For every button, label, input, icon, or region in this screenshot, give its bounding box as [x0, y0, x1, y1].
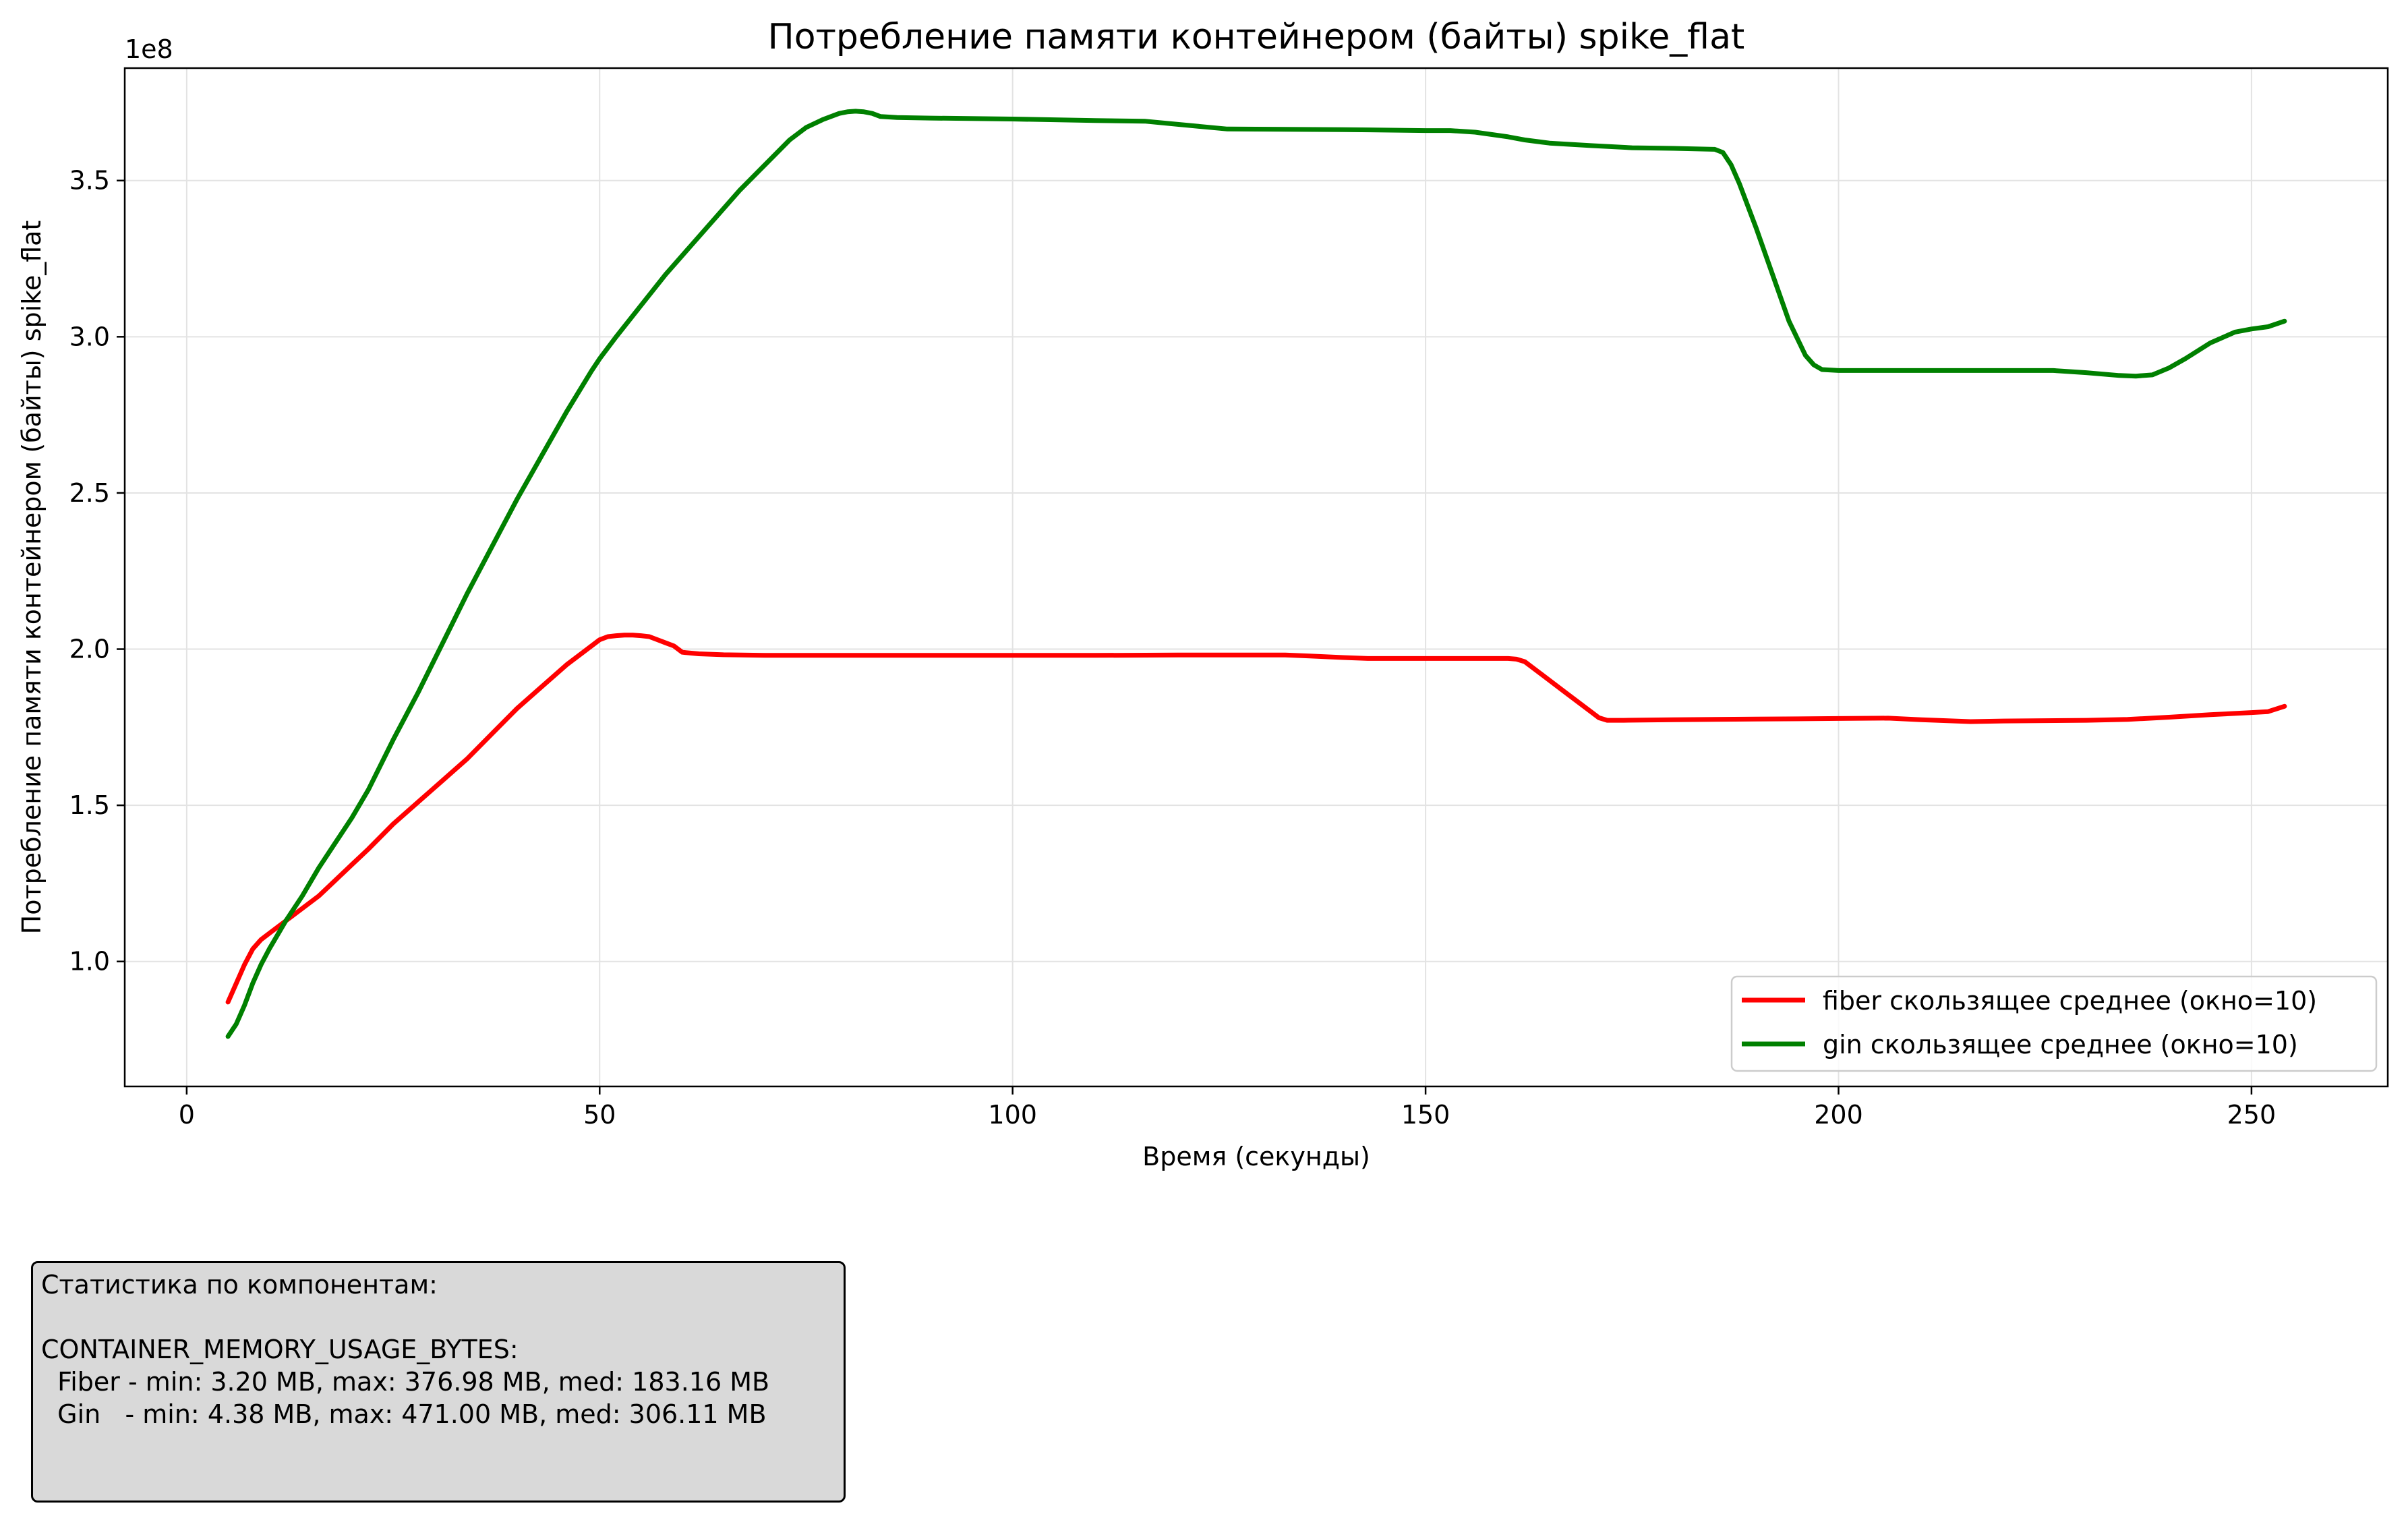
legend-label-fiber: fiber скользящее среднее (окно=10): [1823, 986, 2317, 1016]
y-tick-label: 3.0: [69, 322, 110, 351]
y-tick-label: 2.0: [69, 635, 110, 664]
stats-title: Статистика по компонентам:: [41, 1270, 438, 1300]
y-axis-offset-label: 1e8: [125, 34, 173, 64]
grid-lines: [125, 68, 2388, 1086]
y-tick-label: 3.5: [69, 166, 110, 196]
x-tick-label: 100: [988, 1100, 1037, 1130]
series-line-fiber: [225, 633, 2287, 1005]
stats-gin-line: Gin - min: 4.38 MB, max: 471.00 MB, med:…: [41, 1399, 767, 1429]
stats-fiber-line: Fiber - min: 3.20 MB, max: 376.98 MB, me…: [41, 1367, 770, 1397]
x-axis-label: Время (секунды): [1142, 1142, 1370, 1171]
series-lines: [225, 109, 2287, 1039]
x-tick-label: 150: [1401, 1100, 1450, 1130]
stats-spacer: [41, 1301, 844, 1333]
stats-metric-name: CONTAINER_MEMORY_USAGE_BYTES:: [41, 1335, 519, 1364]
y-tick-label: 1.0: [69, 947, 110, 977]
plot-area-frame: [123, 67, 2389, 1088]
legend: fiber скользящее среднее (окно=10) gin с…: [1730, 975, 2378, 1072]
stats-box: Статистика по компонентам: CONTAINER_MEM…: [31, 1261, 846, 1503]
series-line-gin: [225, 109, 2287, 1039]
y-axis-label: Потребление памяти контейнером (байты) s…: [17, 221, 47, 935]
legend-label-gin: gin скользящее среднее (окно=10): [1823, 1030, 2298, 1059]
chart-title: Потребление памяти контейнером (байты) s…: [768, 17, 1745, 57]
x-tick-label: 0: [179, 1100, 195, 1130]
x-tick-label: 250: [2227, 1100, 2277, 1130]
y-tick-label: 2.5: [69, 478, 110, 508]
y-tick-label: 1.5: [69, 790, 110, 820]
axis-ticks: 0 50 100 150 200 250 1.0 1.5 2.0 2.5 3.0 3.5: [69, 166, 2277, 1130]
x-tick-label: 200: [1814, 1100, 1863, 1130]
legend-frame: [1730, 975, 2378, 1072]
x-tick-label: 50: [583, 1100, 616, 1130]
